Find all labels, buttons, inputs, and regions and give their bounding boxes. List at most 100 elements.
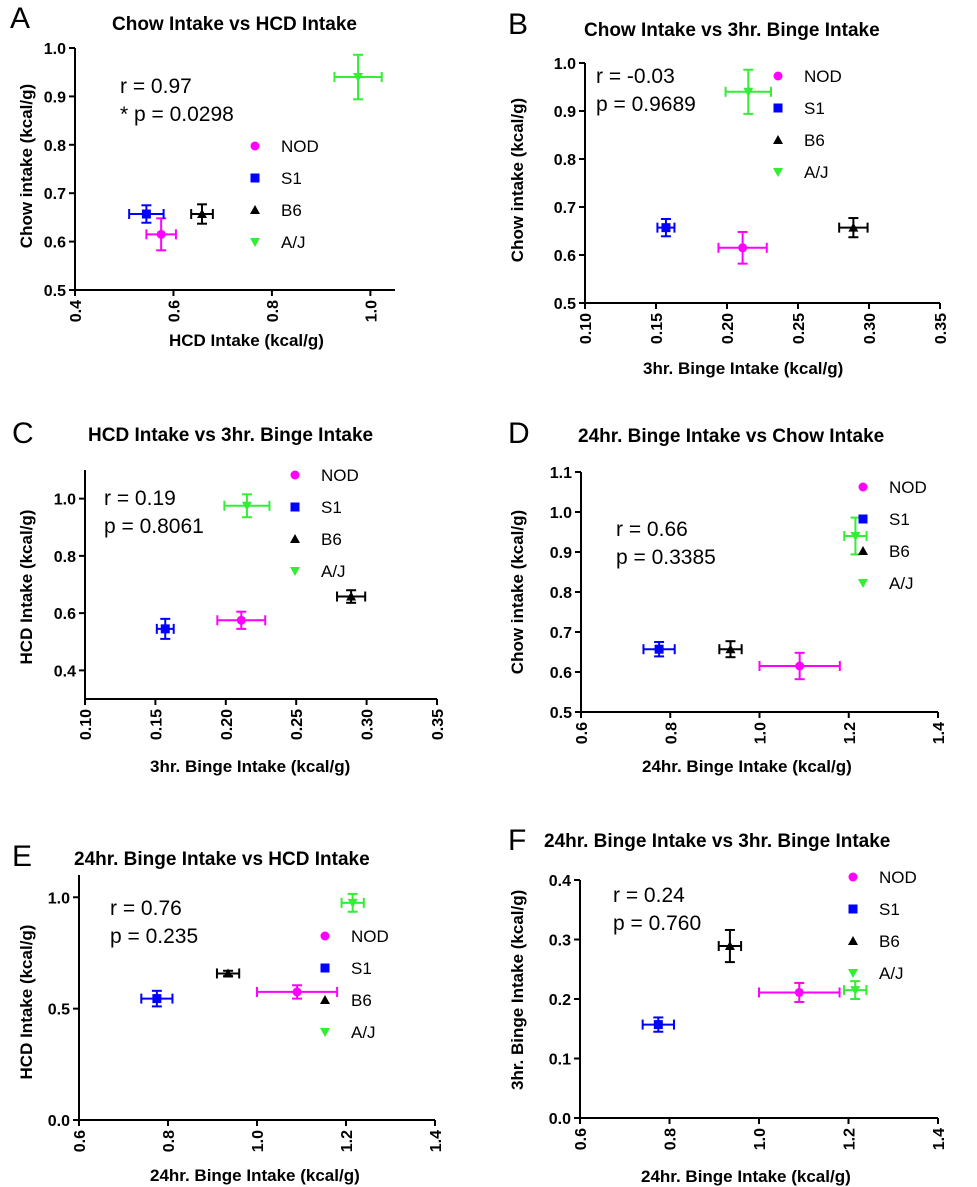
panel-label-e: E	[12, 840, 33, 873]
stats-annotation-b: r = -0.03 p = 0.9689	[596, 63, 696, 119]
data-point-b6-marker	[223, 968, 234, 978]
data-point-nod	[145, 217, 177, 252]
legend-item-nod: NOD	[848, 868, 917, 887]
chart-title-e: 24hr. Binge Intake vs HCD Intake	[74, 849, 370, 870]
legend-marker-a-j	[848, 969, 858, 978]
legend-label-b6: B6	[804, 131, 825, 150]
legend-label-nod: NOD	[804, 67, 842, 86]
data-point-a-j-marker	[743, 87, 754, 97]
r-value-e: r = 0.76	[110, 897, 182, 920]
x-tick-label: 0.8	[663, 722, 680, 744]
y-tick-label: 0.4	[54, 663, 76, 680]
legend-label-s1: S1	[351, 959, 372, 978]
legend-label-a-j: A/J	[351, 1023, 376, 1042]
y-tick-label: 1.0	[554, 56, 576, 73]
legend-marker-nod	[848, 872, 858, 882]
data-point-s1	[641, 1016, 675, 1033]
legend-label-b6: B6	[281, 201, 302, 220]
y-tick-label: 0.6	[54, 606, 76, 623]
data-point-s1-marker	[152, 994, 162, 1004]
legend-item-nod: NOD	[290, 466, 359, 485]
chart-panel-d: 0.5 0.6 0.7 0.8 0.9 1.0 1.1 0.6 0.8 1.0 1.2 1.4 NOD S…	[488, 395, 976, 790]
legend-marker-a-j	[290, 567, 300, 576]
x-tick-label: 1.0	[363, 300, 380, 322]
data-point-nod-marker	[236, 615, 246, 625]
chart-title-d: 24hr. Binge Intake vs Chow Intake	[578, 426, 885, 447]
y-axis-label-e: HCD Intake (kcal/g)	[17, 924, 36, 1080]
data-point-b6-marker	[724, 941, 735, 951]
y-tick-label: 0.0	[48, 1113, 70, 1130]
y-tick-label: 0.6	[44, 235, 66, 252]
data-point-b6-marker	[848, 222, 859, 232]
legend-label-nod: NOD	[879, 868, 917, 887]
data-point-a-j-marker	[241, 501, 252, 511]
legend-marker-b6	[250, 205, 260, 214]
legend-label-b6: B6	[889, 542, 910, 561]
legend-item-b6: B6	[858, 542, 910, 561]
legend-marker-s1	[848, 904, 858, 914]
legend-marker-a-j	[320, 1028, 330, 1037]
y-tick-label: 1.1	[550, 465, 572, 482]
panel-label-a: A	[10, 2, 31, 35]
chart-title-b: Chow Intake vs 3hr. Binge Intake	[584, 20, 880, 41]
legend-item-a-j: A/J	[250, 233, 306, 252]
legend-item-b6: B6	[848, 932, 900, 951]
y-tick-label: 0.2	[549, 992, 571, 1009]
legend-marker-b6	[290, 534, 300, 543]
legend-item-s1: S1	[773, 99, 825, 118]
x-tick-label: 0.35	[933, 313, 950, 344]
y-tick-label: 1.0	[54, 492, 76, 509]
legend-marker-s1	[858, 514, 868, 524]
legend-marker-nod	[320, 931, 330, 941]
legend-label-nod: NOD	[889, 478, 927, 497]
legend-marker-s1	[773, 103, 783, 113]
x-tick-label: 1.2	[842, 1128, 859, 1150]
data-point-nod	[717, 230, 768, 265]
x-tick-label: 0.25	[289, 709, 306, 740]
data-point-b6	[190, 203, 214, 225]
x-tick-label: 0.30	[862, 313, 879, 344]
stats-annotation-e: r = 0.76 p = 0.235	[110, 895, 198, 951]
x-tick-label: 0.10	[78, 709, 95, 740]
x-tick-label: 0.8	[161, 1130, 178, 1152]
legend-marker-nod	[250, 141, 260, 151]
data-point-a-j	[333, 53, 383, 101]
legend-item-nod: NOD	[773, 67, 842, 86]
legend-marker-b6	[773, 135, 783, 144]
chart-plot-f: 0.0 0.1 0.2 0.3 0.4 0.6 0.8 1.0 1.2 1.4 NOD S1 B6 A/J	[549, 868, 948, 1150]
r-value-a: r = 0.97	[120, 75, 192, 98]
data-point-nod-marker	[795, 661, 805, 671]
legend-item-a-j: A/J	[848, 964, 904, 983]
r-value-b: r = -0.03	[596, 65, 675, 88]
x-tick-label: 1.4	[428, 1130, 445, 1152]
legend-item-a-j: A/J	[290, 562, 346, 581]
legend-item-a-j: A/J	[773, 163, 829, 182]
x-tick-label: 1.4	[931, 1128, 948, 1150]
y-tick-label: 0.0	[549, 1111, 571, 1128]
chart-title-c: HCD Intake vs 3hr. Binge Intake	[88, 425, 374, 446]
x-tick-label: 1.4	[931, 722, 948, 744]
chart-panel-f: 0.0 0.1 0.2 0.3 0.4 0.6 0.8 1.0 1.2 1.4 NOD S1 B6 A/J…	[488, 790, 976, 1186]
x-axis-label-f: 24hr. Binge Intake (kcal/g)	[641, 1167, 851, 1186]
data-point-s1-marker	[141, 209, 151, 219]
r-value-c: r = 0.19	[104, 487, 176, 510]
legend-marker-s1	[250, 173, 260, 183]
legend-marker-a-j	[250, 238, 260, 247]
data-point-nod-marker	[738, 243, 748, 253]
legend-item-s1: S1	[290, 498, 342, 517]
x-tick-label: 1.0	[752, 1128, 769, 1150]
legend-label-s1: S1	[321, 498, 342, 517]
y-tick-label: 0.8	[54, 549, 76, 566]
legend-label-a-j: A/J	[879, 964, 904, 983]
y-tick-label: 0.8	[554, 152, 576, 169]
y-axis-label-a: Chow intake (kcal/g)	[17, 83, 36, 249]
data-point-s1-marker	[160, 624, 170, 634]
legend-marker-b6	[320, 995, 330, 1004]
x-tick-label: 0.30	[360, 709, 377, 740]
x-tick-label: 0.20	[720, 313, 737, 344]
data-point-b6-marker	[725, 644, 736, 654]
legend-label-a-j: A/J	[889, 574, 914, 593]
stats-annotation-c: r = 0.19 p = 0.8061	[104, 485, 204, 541]
y-tick-label: 0.6	[554, 248, 576, 265]
chart-title-a: Chow Intake vs HCD Intake	[112, 14, 357, 35]
